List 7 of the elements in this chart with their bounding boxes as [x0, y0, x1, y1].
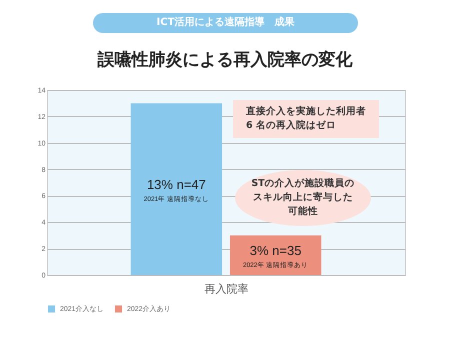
annotation: 直接介入を実施した利用者6 名の再入院はゼロ [246, 105, 366, 133]
annotation: STの介入が施設職員のスキル向上に寄与した可能性 [250, 177, 356, 219]
data-label: 3% n=35 [250, 243, 302, 258]
chart-title: 誤嚥性肺炎による再入院率の変化 [96, 49, 354, 71]
chart-subtitle: ICT活用による遠隔指導 成果 [93, 13, 358, 33]
data-label: 13% n=47 [146, 177, 206, 192]
x-axis-title: 再入院率 [204, 282, 248, 296]
